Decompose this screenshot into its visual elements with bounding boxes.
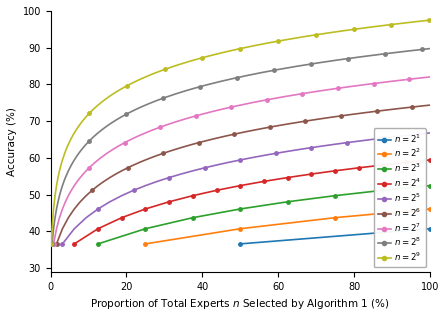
Legend: $n = 2^{1}$, $n = 2^{2}$, $n = 2^{3}$, $n = 2^{4}$, $n = 2^{5}$, $n = 2^{6}$, $n: $n = 2^{1}$, $n = 2^{2}$, $n = 2^{3}$, $… <box>373 128 425 267</box>
X-axis label: Proportion of Total Experts $n$ Selected by Algorithm 1 (%): Proportion of Total Experts $n$ Selected… <box>91 297 390 311</box>
Y-axis label: Accuracy (%): Accuracy (%) <box>7 107 17 176</box>
